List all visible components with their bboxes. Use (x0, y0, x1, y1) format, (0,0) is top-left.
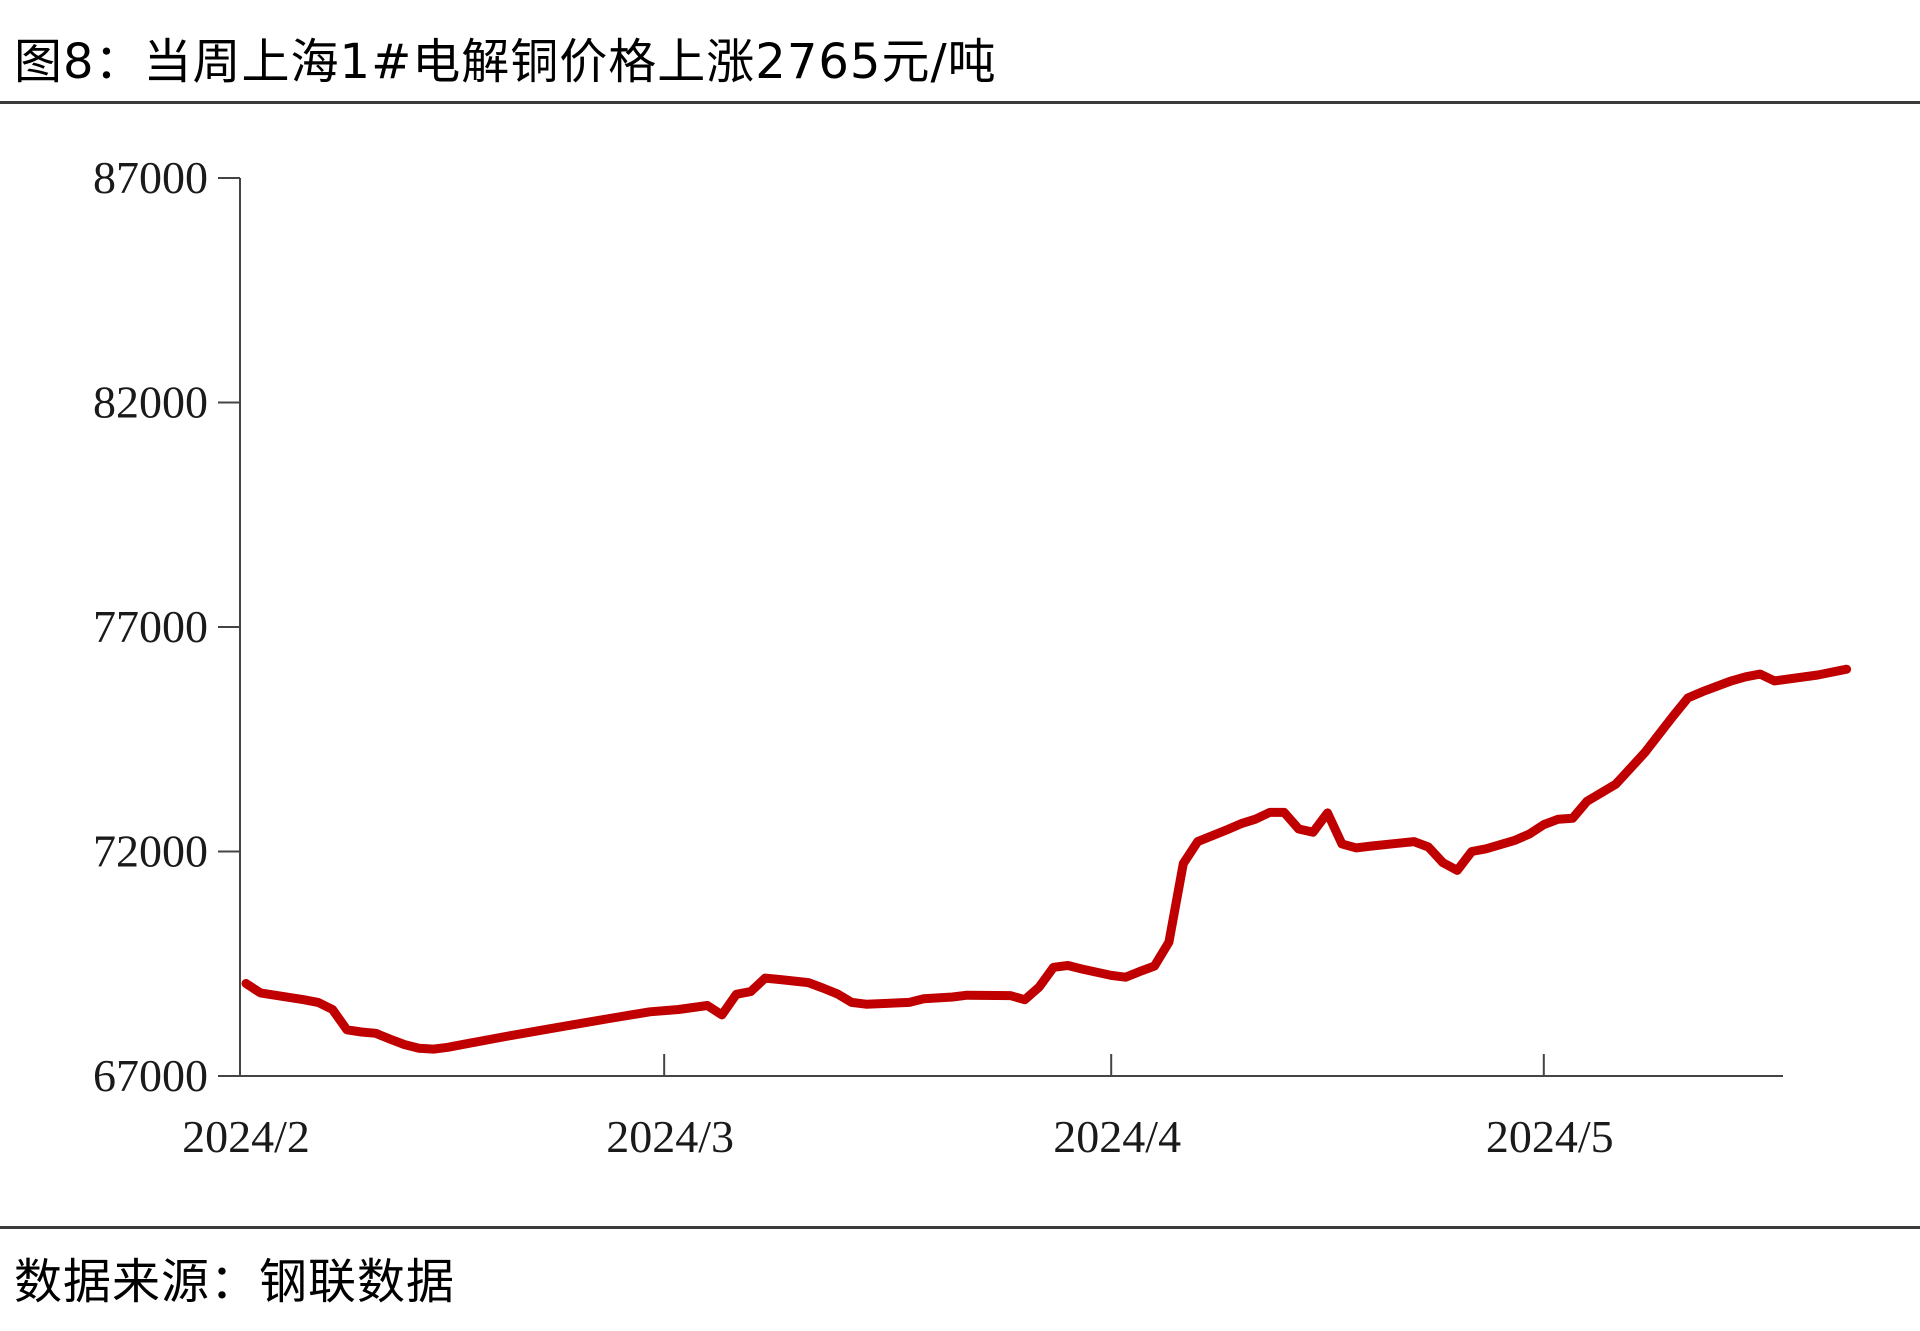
figure-title: 图8：当周上海1#电解铜价格上涨2765元/吨 (14, 34, 997, 90)
data-source-note: 数据来源：钢联数据 (14, 1254, 456, 1310)
top-rule (0, 101, 1920, 104)
tick-labels: 67000 72000 77000 82000 87000 2024/2 2024/3 202… (93, 152, 1614, 1162)
y-tick-label: 82000 (93, 377, 208, 428)
x-tick-label: 2024/3 (606, 1111, 734, 1162)
x-tick-label: 2024/5 (1486, 1111, 1614, 1162)
y-tick-label: 67000 (93, 1050, 208, 1101)
price-line (241, 664, 1852, 1054)
x-tick-label: 2024/4 (1053, 1111, 1181, 1162)
bottom-rule (0, 1226, 1920, 1229)
y-tick-label: 87000 (93, 152, 208, 203)
y-tick-label: 77000 (93, 601, 208, 652)
line-chart: 67000 72000 77000 82000 87000 2024/2 2024/3 202… (93, 152, 1852, 1162)
y-tick-label: 72000 (93, 826, 208, 877)
x-tick-label: 2024/2 (182, 1111, 310, 1162)
axes (218, 177, 1783, 1077)
